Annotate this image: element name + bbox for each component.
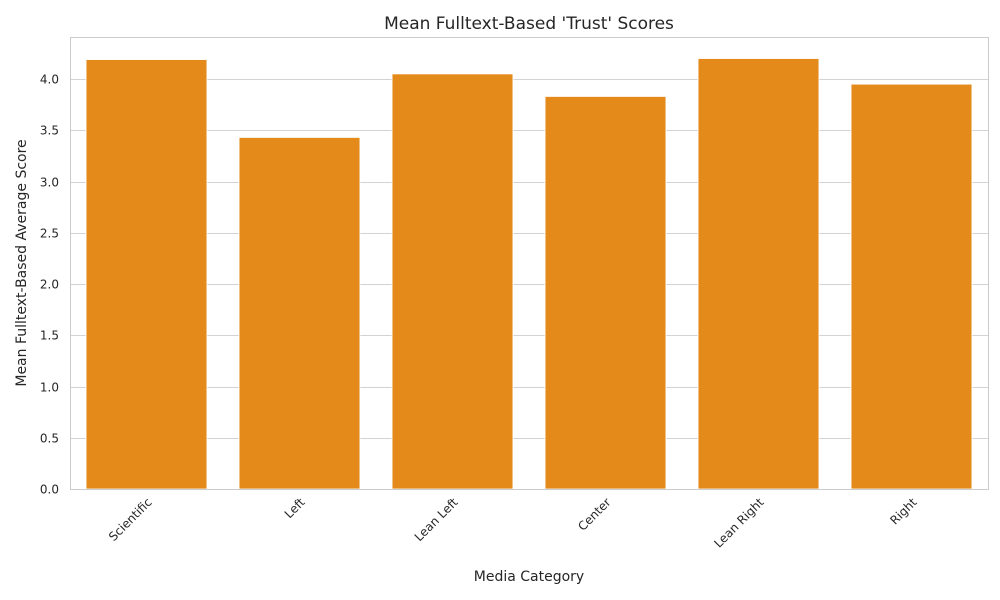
- plot-frame: [70, 37, 989, 490]
- x-tick-label: Lean Left: [412, 495, 461, 544]
- y-tick-label: 1.0: [40, 381, 59, 395]
- y-tick-labels: 0.0 0.5 1.0 1.5 2.0 2.5 3.0 3.5 4.0: [40, 73, 59, 497]
- y-tick-label: 2.5: [40, 227, 59, 241]
- bar-lean-left: [391, 73, 514, 490]
- y-tick-label: 1.5: [40, 329, 59, 343]
- x-tick-label: Left: [282, 495, 308, 521]
- x-tick-labels: Scientific Left Lean Left Center Lean Right R…: [106, 495, 920, 551]
- bar-left: [238, 137, 361, 490]
- y-tick-label: 2.0: [40, 278, 59, 292]
- y-tick-label: 3.5: [40, 124, 59, 138]
- bar-right: [850, 83, 973, 490]
- x-tick-label: Scientific: [106, 495, 155, 544]
- y-tick-label: 3.0: [40, 176, 59, 190]
- x-tick-label: Center: [575, 495, 614, 534]
- x-axis-label: Media Category: [474, 569, 584, 585]
- gridlines: [70, 79, 988, 490]
- y-tick-label: 0.0: [40, 483, 59, 497]
- bar-scientific: [85, 59, 208, 490]
- x-tick-label: Lean Right: [711, 495, 767, 551]
- bar-lean-right: [697, 58, 820, 490]
- y-tick-label: 0.5: [40, 432, 59, 446]
- y-axis-label: Mean Fulltext-Based Average Score: [14, 139, 30, 386]
- bars: [85, 58, 973, 490]
- y-tick-label: 4.0: [40, 73, 59, 87]
- x-tick-label: Right: [887, 495, 919, 527]
- bar-center: [544, 96, 667, 490]
- chart-title: Mean Fulltext-Based 'Trust' Scores: [384, 14, 674, 34]
